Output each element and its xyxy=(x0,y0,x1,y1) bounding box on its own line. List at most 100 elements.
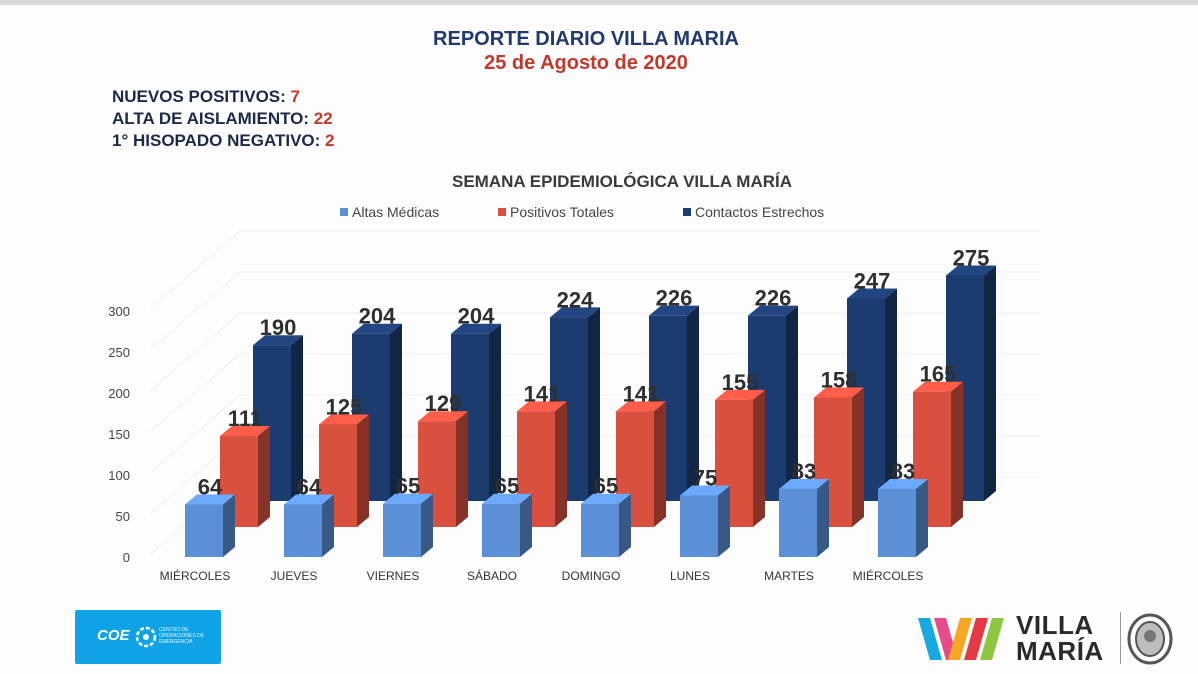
bar-side xyxy=(421,493,433,557)
bar xyxy=(284,504,322,557)
stats-block: NUEVOS POSITIVOS: 7 ALTA DE AISLAMIENTO:… xyxy=(112,86,335,152)
data-label: 141 xyxy=(524,381,561,406)
data-label: 125 xyxy=(326,395,363,420)
data-label: 65 xyxy=(495,474,519,499)
x-tick-label: SÁBADO xyxy=(467,568,517,583)
legend-swatch xyxy=(498,208,506,216)
stat-value: 2 xyxy=(325,131,335,150)
data-label: 75 xyxy=(693,466,717,491)
brand-word-villa: VILLA xyxy=(1016,610,1094,640)
y-tick-label: 200 xyxy=(108,386,130,401)
gridline xyxy=(149,353,241,433)
x-tick-label: LUNES xyxy=(670,569,710,583)
data-label: 247 xyxy=(854,268,891,293)
bar-top xyxy=(517,401,567,412)
bar-side xyxy=(786,305,798,501)
data-label: 64 xyxy=(198,475,223,500)
bar-top xyxy=(847,288,897,299)
bar-side xyxy=(588,307,600,501)
stat-value: 7 xyxy=(290,87,301,106)
bar xyxy=(680,495,718,557)
legend-swatch xyxy=(683,208,691,216)
data-label: 158 xyxy=(821,367,858,392)
chart-title: SEMANA EPIDEMIOLÓGICA VILLA MARÍA xyxy=(452,172,792,191)
bar-side xyxy=(885,288,897,501)
logo-divider xyxy=(1120,612,1121,664)
y-tick-label: 250 xyxy=(108,345,130,360)
y-tick-label: 300 xyxy=(108,304,130,319)
bar-top xyxy=(383,493,433,504)
bar-side xyxy=(916,478,928,557)
x-tick-label: JUEVES xyxy=(271,569,318,583)
data-label: 226 xyxy=(656,286,693,311)
stat-first-negative-swab: 1° HISOPADO NEGATIVO: 2 xyxy=(112,130,335,152)
data-label: 83 xyxy=(891,459,915,484)
bar-side xyxy=(654,401,666,527)
data-label: 83 xyxy=(792,459,816,484)
bar-top xyxy=(913,381,963,392)
bar-side xyxy=(223,494,235,557)
gridline xyxy=(149,271,241,351)
y-tick-label: 0 xyxy=(123,550,130,565)
coe-logo-text: COE xyxy=(97,627,130,644)
bar-side xyxy=(520,493,532,557)
x-tick-label: VIERNES xyxy=(367,569,420,583)
bar-top xyxy=(284,494,334,505)
data-label: 129 xyxy=(425,391,462,416)
villa-maria-logo: VILLA MARÍA xyxy=(918,608,1178,670)
x-tick-label: MARTES xyxy=(764,569,814,583)
stat-value: 22 xyxy=(313,109,333,128)
data-label: 275 xyxy=(953,246,990,271)
data-label: 141 xyxy=(623,381,660,406)
legend-label: Positivos Totales xyxy=(510,204,614,220)
legend-label: Altas Médicas xyxy=(352,204,439,220)
bar-top xyxy=(185,494,235,505)
x-tick-label: DOMINGO xyxy=(562,569,621,583)
bar-top xyxy=(715,389,765,400)
bar-side xyxy=(555,401,567,527)
legend-label: Contactos Estrechos xyxy=(695,204,824,220)
brand-word-maria: MARÍA xyxy=(1016,636,1104,666)
bar-side xyxy=(718,485,730,557)
y-tick-label: 150 xyxy=(108,427,130,442)
data-label: 204 xyxy=(458,304,495,329)
bar-top xyxy=(451,323,501,334)
data-label: 204 xyxy=(359,304,396,329)
bar-side xyxy=(291,335,303,501)
bar-top xyxy=(482,493,532,504)
x-tick-label: MIÉRCOLES xyxy=(160,568,231,583)
bar-side xyxy=(852,387,864,527)
bar-side xyxy=(687,305,699,501)
bar-side xyxy=(984,265,996,501)
bar xyxy=(779,488,817,557)
bar-top xyxy=(946,265,996,276)
gridline xyxy=(149,394,241,474)
data-label: 165 xyxy=(920,362,957,387)
bar-top xyxy=(352,323,402,334)
data-label: 64 xyxy=(297,475,322,500)
coe-logo: COE CENTRO DE OPERACIONES DE EMERGENCIA xyxy=(75,610,221,664)
bar xyxy=(581,503,619,557)
legend-swatch xyxy=(340,208,348,216)
stat-label: ALTA DE AISLAMIENTO: xyxy=(112,109,310,128)
x-tick-label: MIÉRCOLES xyxy=(853,568,924,583)
data-label: 226 xyxy=(755,286,792,311)
y-tick-label: 100 xyxy=(108,468,130,483)
data-label: 190 xyxy=(260,315,297,340)
bar-top xyxy=(581,493,631,504)
stat-label: NUEVOS POSITIVOS: xyxy=(112,87,286,106)
bar-side xyxy=(619,493,631,557)
bar-top xyxy=(878,478,928,489)
stat-label: 1° HISOPADO NEGATIVO: xyxy=(112,131,321,150)
data-label: 155 xyxy=(722,370,759,395)
report-date: 25 de Agosto de 2020 xyxy=(484,52,688,74)
data-label: 224 xyxy=(557,287,594,312)
bar-side xyxy=(489,323,501,501)
bar-top xyxy=(779,478,829,489)
stat-isolation-discharges: ALTA DE AISLAMIENTO: 22 xyxy=(112,108,335,130)
bar-top xyxy=(550,307,600,318)
stat-new-positives: NUEVOS POSITIVOS: 7 xyxy=(112,86,335,108)
bar xyxy=(185,504,223,557)
bar-side xyxy=(817,478,829,557)
